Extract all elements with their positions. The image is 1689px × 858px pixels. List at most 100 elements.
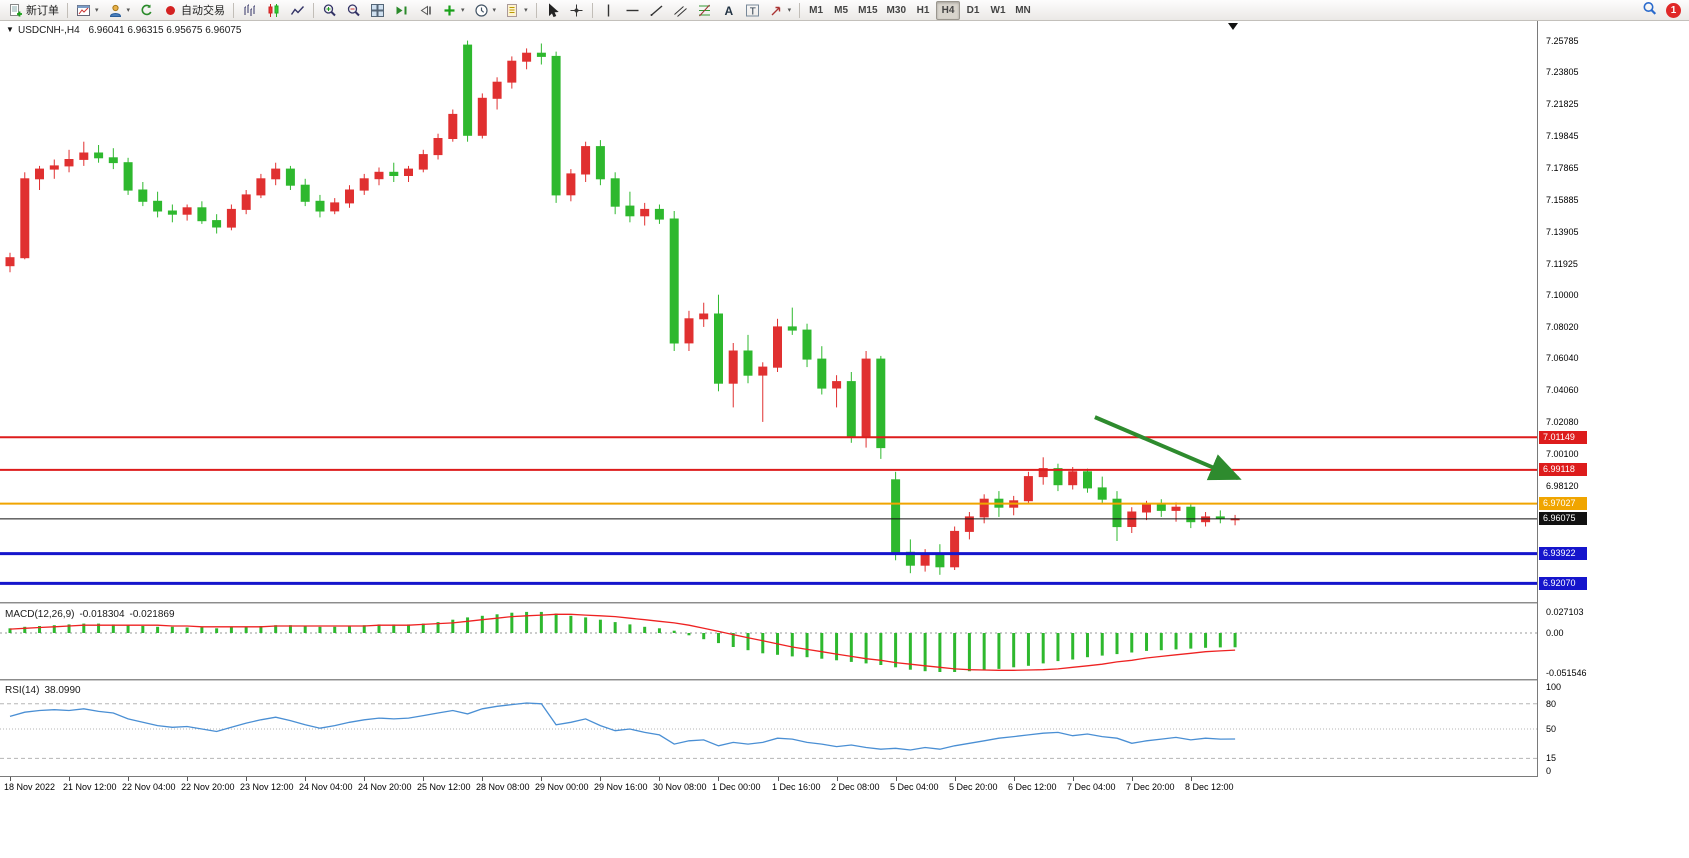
toolbar-indicators-button[interactable]: ▾	[438, 1, 469, 20]
toolbar-crosshair-button[interactable]	[565, 1, 588, 20]
price-tick: 7.15885	[1546, 195, 1579, 205]
trend-icon	[649, 3, 664, 18]
time-label: 24 Nov 20:00	[358, 782, 412, 792]
toolbar-search-button[interactable]	[1638, 1, 1661, 20]
toolbar-line-chart-button[interactable]	[286, 1, 309, 20]
new-order-icon	[8, 3, 23, 18]
caret-down-icon: ▾	[524, 7, 528, 14]
toolbar-new-order-button[interactable]: 新订单	[4, 1, 63, 20]
toolbar-templates-button[interactable]: ▾	[501, 1, 532, 20]
toolbar-zoom-out-button[interactable]	[342, 1, 365, 20]
time-tick	[778, 777, 779, 781]
toolbar-auto-scroll-button[interactable]	[390, 1, 413, 20]
price-tag-7.01149: 7.01149	[1539, 431, 1587, 444]
time-tick	[955, 777, 956, 781]
macd-indicator-pane[interactable]	[0, 605, 1537, 679]
time-tick	[718, 777, 719, 781]
toolbar-equidistant-channel-button[interactable]	[669, 1, 692, 20]
price-scale[interactable]: 7.01149 6.99118 6.97027 6.96075 6.93922 6.920…	[1538, 21, 1689, 777]
timeframe-m15-button[interactable]: M15	[858, 4, 878, 16]
time-tick	[896, 777, 897, 781]
caret-down-icon: ▾	[126, 7, 131, 14]
toolbar-text-label-button[interactable]: T	[741, 1, 764, 20]
price-tag-6.97027: 6.97027	[1539, 497, 1587, 510]
toolbar-right: 1	[1638, 1, 1685, 20]
rsi-line	[9, 702, 1236, 751]
time-label: 25 Nov 12:00	[417, 782, 471, 792]
toolbar-new-order-label: 新订单	[26, 5, 59, 17]
pane-divider-rsi[interactable]	[0, 679, 1689, 681]
pane-divider-macd[interactable]	[0, 602, 1689, 604]
time-axis[interactable]: 18 Nov 2022 21 Nov 12:00 22 Nov 04:00 22 No…	[0, 776, 1689, 798]
autoscroll-icon	[394, 3, 409, 18]
macd-indicator-name: MACD(12,26,9)	[5, 609, 75, 620]
clock-icon	[474, 3, 489, 18]
time-label: 5 Dec 20:00	[949, 782, 998, 792]
shift-icon	[418, 3, 433, 18]
toolbar-periods-button[interactable]: ▾	[470, 1, 501, 20]
timeframe-d1-button[interactable]: D1	[966, 4, 980, 16]
time-tick	[364, 777, 365, 781]
toolbar-zoom-in-button[interactable]	[318, 1, 341, 20]
rsi-scale-tick: 80	[1546, 699, 1557, 709]
template-icon	[505, 3, 520, 18]
toolbar-trendline-button[interactable]	[645, 1, 668, 20]
timeframe-w1-button[interactable]: W1	[990, 4, 1006, 16]
toolbar-refresh-button[interactable]	[135, 1, 158, 20]
toolbar-candlestick-chart-button[interactable]	[262, 1, 285, 20]
price-tag-6.99118: 6.99118	[1539, 463, 1587, 476]
ohlc-values: 6.96041 6.96315 6.95675 6.96075	[88, 25, 242, 36]
time-label: 22 Nov 20:00	[181, 782, 235, 792]
notification-badge[interactable]: 1	[1666, 2, 1681, 18]
toolbar-cursor-button[interactable]	[541, 1, 564, 20]
time-tick	[128, 777, 129, 781]
toolbar-bar-chart-button[interactable]	[238, 1, 261, 20]
macd-signal-line	[9, 613, 1236, 671]
price-tick: 6.98120	[1546, 481, 1579, 491]
timeframe-h4-button[interactable]: H4	[936, 0, 960, 20]
toolbar-autotrading-button[interactable]: 自动交易	[159, 1, 229, 20]
time-label: 29 Nov 16:00	[594, 782, 648, 792]
hline-icon	[625, 3, 640, 18]
timeframe-m5-button[interactable]: M5	[834, 4, 849, 16]
one-click-trading-toggle[interactable]: ▼	[6, 25, 14, 34]
toolbar-arrows-button[interactable]: ▾	[765, 1, 796, 20]
price-tick: 7.21825	[1546, 99, 1579, 109]
rsi-scale-tick: 15	[1546, 753, 1557, 763]
price-tick: 7.08020	[1546, 322, 1579, 332]
toolbar-horizontal-line-button[interactable]	[621, 1, 644, 20]
price-tick: 7.02080	[1546, 417, 1579, 427]
toolbar-new-chart-button[interactable]: ▾	[72, 1, 103, 20]
time-label: 8 Dec 12:00	[1185, 782, 1234, 792]
autotrading-icon	[163, 3, 178, 18]
rsi-label: RSI(14) 38.0990	[5, 685, 86, 696]
time-tick	[246, 777, 247, 781]
chart-end-marker-icon	[1228, 23, 1238, 30]
price-tick: 7.17865	[1546, 163, 1579, 173]
toolbar-vertical-line-button[interactable]	[597, 1, 620, 20]
trend-arrow[interactable]	[1094, 415, 1242, 481]
toolbar-separator	[591, 2, 593, 18]
price-tick: 7.11925	[1546, 259, 1578, 269]
time-tick	[69, 777, 70, 781]
macd-signal-value: -0.021869	[129, 609, 175, 620]
rsi-indicator-pane[interactable]	[0, 682, 1537, 776]
timeframe-mn-button[interactable]: MN	[1015, 4, 1031, 16]
toolbar-fibonacci-button[interactable]	[693, 1, 716, 20]
price-tick: 7.25785	[1546, 36, 1579, 46]
macd-main-value: -0.018304	[79, 609, 125, 620]
indicators-icon	[442, 3, 457, 18]
price-chart[interactable]	[0, 21, 1537, 602]
timeframe-m1-button[interactable]: M1	[809, 4, 824, 16]
time-label: 5 Dec 04:00	[890, 782, 939, 792]
time-label: 24 Nov 04:00	[299, 782, 353, 792]
toolbar-tile-windows-button[interactable]	[366, 1, 389, 20]
timeframe-h1-button[interactable]: H1	[916, 4, 930, 16]
time-tick	[837, 777, 838, 781]
toolbar-profiles-button[interactable]: ▾	[104, 1, 135, 20]
macd-histogram	[8, 611, 1237, 672]
macd-scale-tick: 0.027103	[1546, 607, 1584, 617]
timeframe-m30-button[interactable]: M30	[886, 4, 906, 16]
toolbar-chart-shift-button[interactable]	[414, 1, 437, 20]
toolbar-text-button[interactable]: A	[717, 1, 740, 20]
